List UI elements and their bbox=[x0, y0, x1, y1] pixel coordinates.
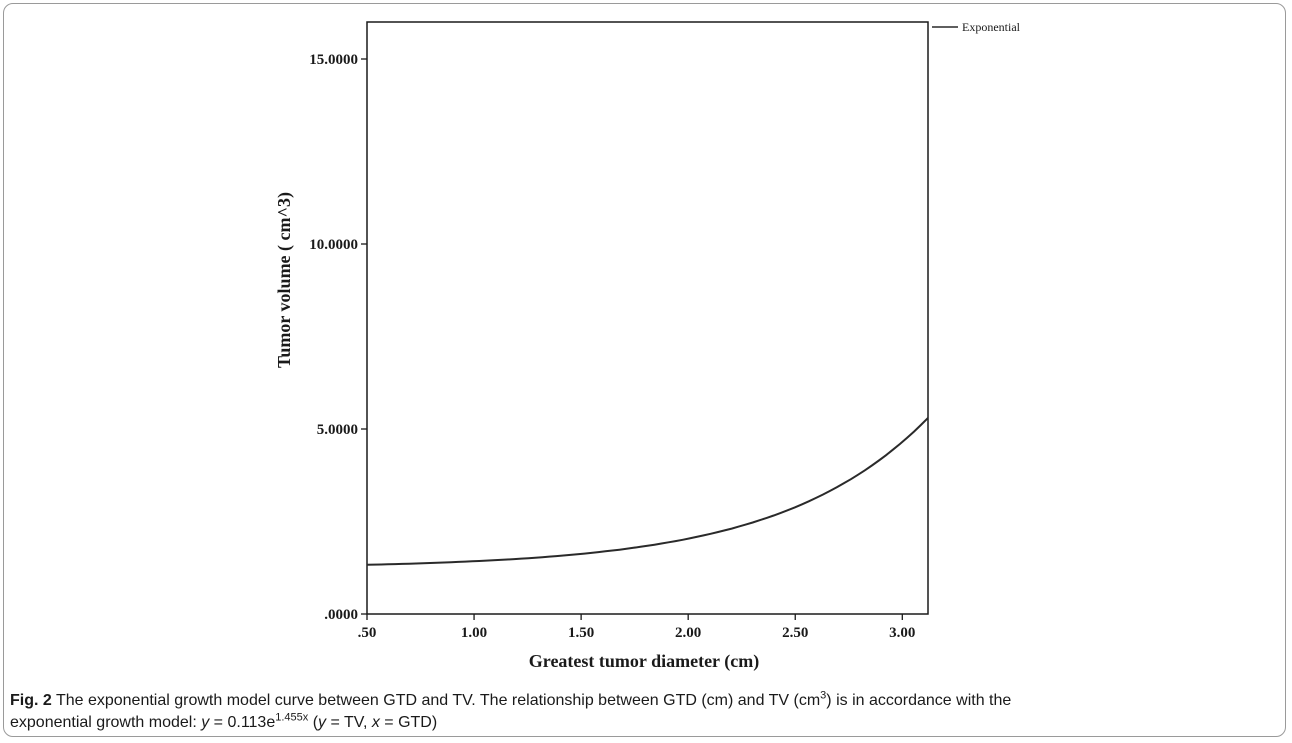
plot-border bbox=[366, 21, 929, 615]
caption-label: Fig. 2 bbox=[10, 692, 52, 709]
exponential-chart: .0000 5.0000 10.0000 15.0000 .50 1.00 1.50 2.0… bbox=[274, 20, 1021, 672]
figure-caption: Fig. 2 The exponential growth model curv… bbox=[10, 690, 1280, 734]
caption-tv-def: = TV, bbox=[326, 714, 372, 731]
chart-axes bbox=[366, 21, 929, 615]
y-axis-ticks: .0000 5.0000 10.0000 15.0000 bbox=[309, 52, 367, 623]
caption-exponent: 1.455x bbox=[275, 711, 309, 724]
caption-model-text: exponential growth model: bbox=[10, 714, 202, 731]
y-tick-label: 5.0000 bbox=[317, 422, 358, 438]
y-tick-label: 15.0000 bbox=[309, 52, 358, 68]
x-tick-label: 1.50 bbox=[568, 625, 594, 641]
caption-paren: ( bbox=[308, 714, 319, 731]
x-axis-ticks: .50 1.00 1.50 2.00 2.50 3.00 bbox=[358, 614, 915, 641]
series-line-exponential bbox=[366, 417, 929, 566]
x-tick-label: 2.00 bbox=[675, 625, 701, 641]
x-axis-label: Greatest tumor diameter (cm) bbox=[529, 651, 759, 672]
caption-x-variable: x bbox=[371, 714, 380, 731]
caption-text-end: ) is in accordance with the bbox=[826, 692, 1012, 709]
caption-text: The exponential growth model curve betwe… bbox=[51, 692, 821, 709]
x-tick-label: .50 bbox=[358, 625, 377, 641]
series-layer bbox=[366, 417, 929, 566]
y-tick-label: .0000 bbox=[324, 607, 358, 623]
caption-superscript: 3 bbox=[820, 689, 827, 702]
y-axis-label: Tumor volume ( cm^3) bbox=[274, 192, 295, 368]
x-tick-label: 1.00 bbox=[461, 625, 487, 641]
legend: Exponential bbox=[932, 20, 1021, 34]
y-tick-label: 10.0000 bbox=[309, 237, 358, 253]
caption-equation: = 0.113e bbox=[209, 714, 276, 731]
x-tick-label: 3.00 bbox=[889, 625, 915, 641]
caption-gtd-def: = GTD) bbox=[379, 714, 438, 731]
caption-y-variable: y bbox=[201, 714, 210, 731]
caption-y-variable-2: y bbox=[318, 714, 327, 731]
x-tick-label: 2.50 bbox=[782, 625, 808, 641]
legend-label: Exponential bbox=[962, 20, 1021, 34]
